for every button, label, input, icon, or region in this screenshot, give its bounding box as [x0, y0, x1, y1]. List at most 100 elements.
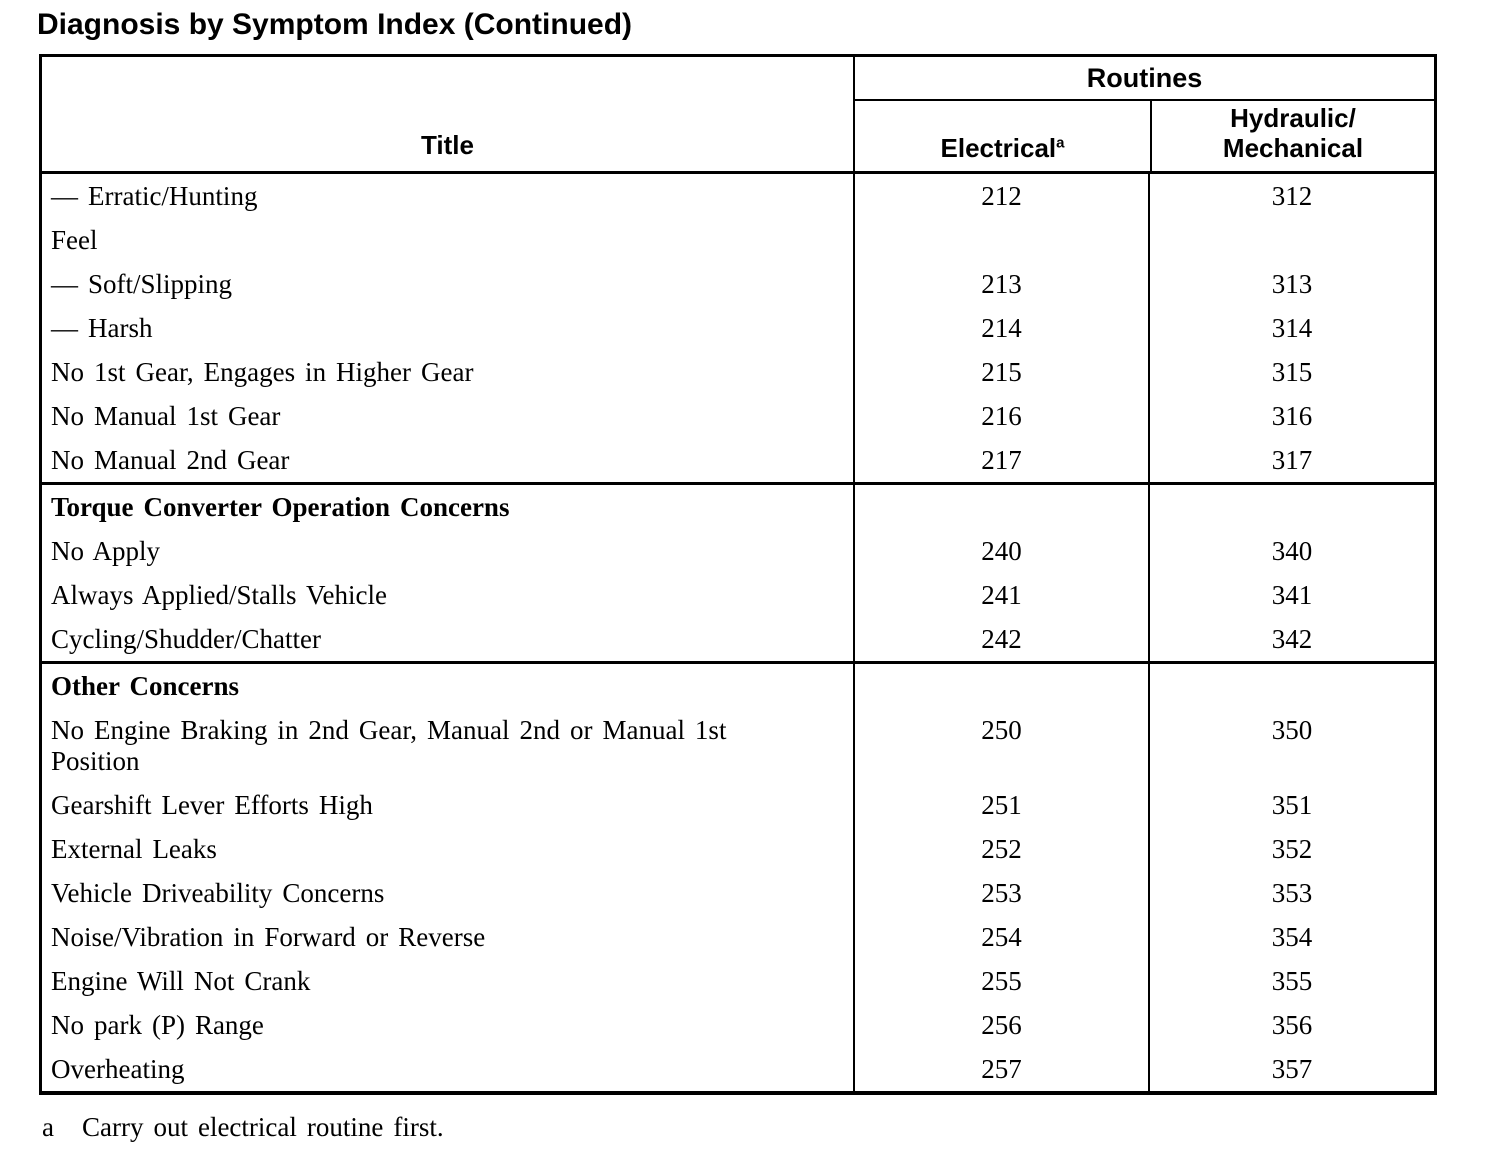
row-hydraulic-code: 314 — [1148, 306, 1434, 350]
table-row: Engine Will Not Crank 255 355 — [42, 959, 1434, 1003]
hydraulic-label-line2: Mechanical — [1222, 133, 1364, 163]
row-electrical-code: 241 — [853, 573, 1148, 617]
row-hydraulic-code: 350 — [1148, 708, 1434, 783]
row-title: No park (P) Range — [51, 1010, 264, 1040]
row-title: Other Concerns — [51, 671, 239, 701]
page-title: Diagnosis by Symptom Index (Continued) — [37, 8, 633, 41]
row-hydraulic-code: 352 — [1148, 827, 1434, 871]
row-hydraulic-code: 341 — [1148, 573, 1434, 617]
row-hydraulic-code: 342 — [1148, 617, 1434, 661]
table-body: — Erratic/Hunting 212 312 Feel — Soft/Sl… — [42, 174, 1434, 1091]
electrical-label: Electrical — [940, 133, 1057, 163]
row-electrical-code: 240 — [853, 529, 1148, 573]
row-hydraulic-code — [1148, 664, 1434, 708]
table-row: Gearshift Lever Efforts High 251 351 — [42, 783, 1434, 827]
row-hydraulic-code: 315 — [1148, 350, 1434, 394]
row-title: Feel — [51, 225, 98, 255]
table-row: No Manual 2nd Gear 217 317 — [42, 438, 1434, 482]
table-row: — Erratic/Hunting 212 312 — [42, 174, 1434, 218]
symptom-index-table: Title Routines Electricala Hydraulic/ Me… — [39, 54, 1437, 1095]
row-hydraulic-code: 354 — [1148, 915, 1434, 959]
footnote-text: Carry out electrical routine first. — [82, 1112, 444, 1142]
table-row: No Manual 1st Gear 216 316 — [42, 394, 1434, 438]
row-hydraulic-code: 313 — [1148, 262, 1434, 306]
row-hydraulic-code: 355 — [1148, 959, 1434, 1003]
row-title: No Engine Braking in 2nd Gear, Manual 2n… — [51, 715, 727, 776]
row-title: No Manual 2nd Gear — [51, 445, 290, 475]
row-hydraulic-code — [1148, 218, 1434, 262]
table-section: Other Concerns No Engine Braking in 2nd … — [42, 661, 1434, 1091]
footnote: a Carry out electrical routine first. — [42, 1112, 1504, 1143]
row-electrical-code: 252 — [853, 827, 1148, 871]
row-electrical-code: 216 — [853, 394, 1148, 438]
row-title: Torque Converter Operation Concerns — [51, 492, 510, 522]
row-electrical-code: 256 — [853, 1003, 1148, 1047]
row-hydraulic-code: 312 — [1148, 174, 1434, 218]
row-hydraulic-code: 351 — [1148, 783, 1434, 827]
table-row: Vehicle Driveability Concerns 253 353 — [42, 871, 1434, 915]
row-electrical-code: 215 — [853, 350, 1148, 394]
row-hydraulic-code: 340 — [1148, 529, 1434, 573]
row-hydraulic-code: 357 — [1148, 1047, 1434, 1091]
table-row: No 1st Gear, Engages in Higher Gear 215 … — [42, 350, 1434, 394]
row-title: Vehicle Driveability Concerns — [51, 878, 385, 908]
table-row: — Soft/Slipping 213 313 — [42, 262, 1434, 306]
table-row: No Apply 240 340 — [42, 529, 1434, 573]
row-electrical-code: 254 — [853, 915, 1148, 959]
row-electrical-code — [853, 485, 1148, 529]
row-title: No 1st Gear, Engages in Higher Gear — [51, 357, 474, 387]
row-electrical-code: 250 — [853, 708, 1148, 783]
row-title: — Harsh — [51, 313, 153, 343]
table-header: Title Routines Electricala Hydraulic/ Me… — [42, 57, 1434, 174]
table-section: Torque Converter Operation Concerns No A… — [42, 482, 1434, 661]
row-electrical-code: 212 — [853, 174, 1148, 218]
routines-subheaders: Electricala Hydraulic/ Mechanical — [855, 101, 1434, 171]
table-row: Overheating 257 357 — [42, 1047, 1434, 1091]
column-header-electrical: Electricala — [855, 101, 1150, 171]
table-row: External Leaks 252 352 — [42, 827, 1434, 871]
routines-header-group: Routines Electricala Hydraulic/ Mechanic… — [853, 57, 1434, 171]
table-section: — Erratic/Hunting 212 312 Feel — Soft/Sl… — [42, 174, 1434, 482]
row-hydraulic-code: 317 — [1148, 438, 1434, 482]
row-title: Gearshift Lever Efforts High — [51, 790, 373, 820]
table-row: Feel — [42, 218, 1434, 262]
row-title: Engine Will Not Crank — [51, 966, 311, 996]
column-header-title: Title — [421, 130, 474, 160]
row-electrical-code: 257 — [853, 1047, 1148, 1091]
section-header-row: Torque Converter Operation Concerns — [42, 485, 1434, 529]
row-hydraulic-code: 356 — [1148, 1003, 1434, 1047]
row-hydraulic-code — [1148, 485, 1434, 529]
row-title: Noise/Vibration in Forward or Reverse — [51, 922, 486, 952]
row-title: — Soft/Slipping — [51, 269, 233, 299]
column-header-routines: Routines — [855, 57, 1434, 101]
table-row: Always Applied/Stalls Vehicle 241 341 — [42, 573, 1434, 617]
row-electrical-code: 242 — [853, 617, 1148, 661]
row-title: Always Applied/Stalls Vehicle — [51, 580, 387, 610]
table-row: — Harsh 214 314 — [42, 306, 1434, 350]
footnote-marker: a — [42, 1112, 54, 1142]
row-electrical-code: 253 — [853, 871, 1148, 915]
row-electrical-code: 251 — [853, 783, 1148, 827]
row-title: Overheating — [51, 1054, 185, 1084]
row-electrical-code — [853, 664, 1148, 708]
row-electrical-code: 217 — [853, 438, 1148, 482]
row-title: No Manual 1st Gear — [51, 401, 281, 431]
row-electrical-code: 214 — [853, 306, 1148, 350]
footnote-reference-a: a — [1056, 134, 1065, 152]
row-title: — Erratic/Hunting — [51, 181, 258, 211]
column-header-hydraulic: Hydraulic/ Mechanical — [1150, 101, 1434, 171]
section-header-row: Other Concerns — [42, 664, 1434, 708]
row-title: Cycling/Shudder/Chatter — [51, 624, 321, 654]
row-title: External Leaks — [51, 834, 217, 864]
row-electrical-code: 213 — [853, 262, 1148, 306]
row-electrical-code — [853, 218, 1148, 262]
table-row: No park (P) Range 256 356 — [42, 1003, 1434, 1047]
row-electrical-code: 255 — [853, 959, 1148, 1003]
table-row: Noise/Vibration in Forward or Reverse 25… — [42, 915, 1434, 959]
row-hydraulic-code: 316 — [1148, 394, 1434, 438]
table-row: Cycling/Shudder/Chatter 242 342 — [42, 617, 1434, 661]
row-title: No Apply — [51, 536, 160, 566]
row-hydraulic-code: 353 — [1148, 871, 1434, 915]
table-row: No Engine Braking in 2nd Gear, Manual 2n… — [42, 708, 1434, 783]
